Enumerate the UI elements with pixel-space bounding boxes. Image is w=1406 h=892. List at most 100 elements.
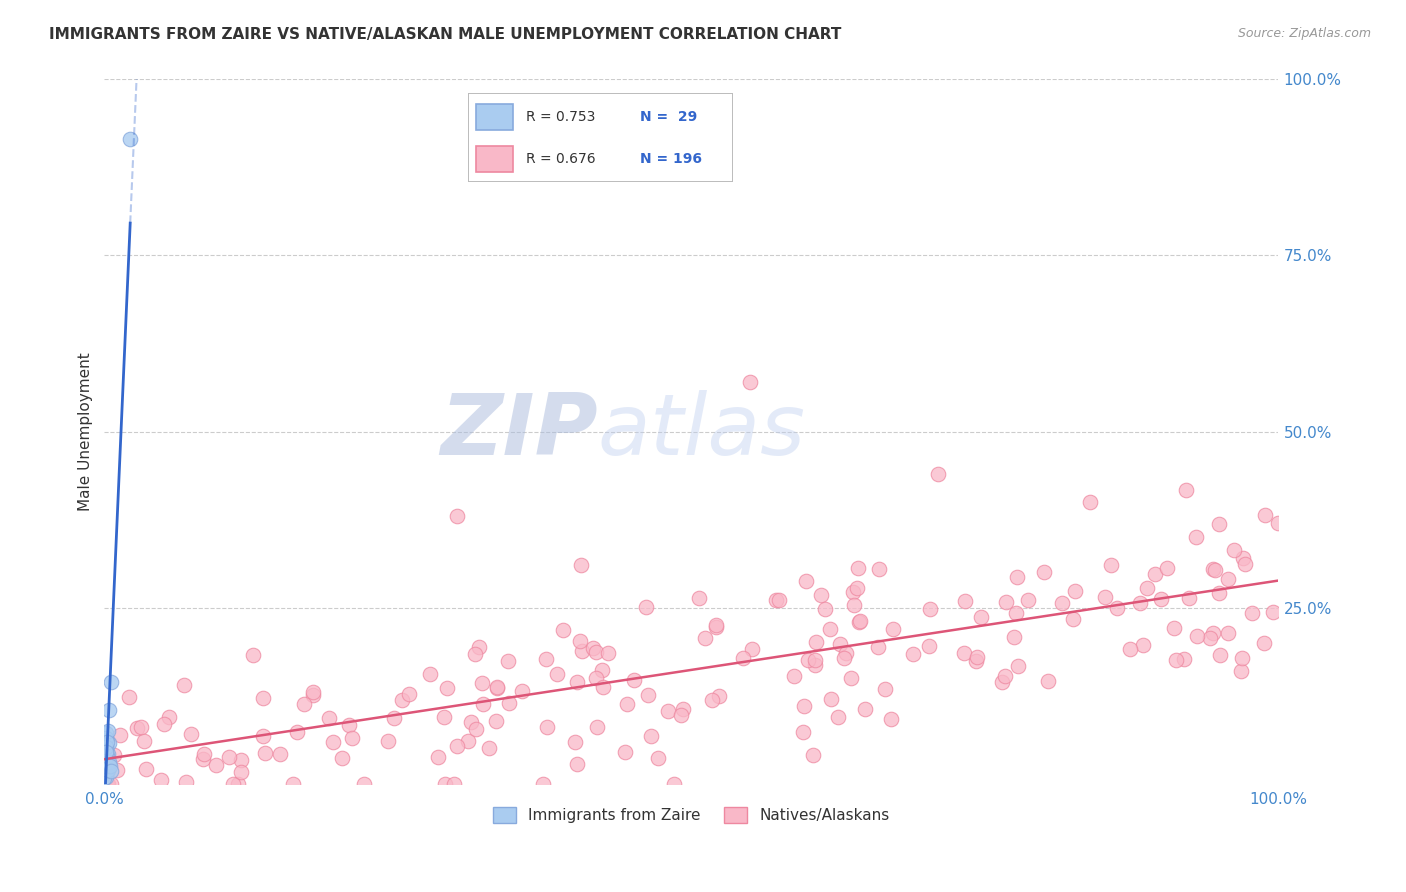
Point [828, 637, 851, 651]
Point [901, 647, 924, 661]
Point [1004, 606, 1026, 620]
Point [398, 687, 420, 701]
Legend: Immigrants from Zaire, Natives/Alaskans: Immigrants from Zaire, Natives/Alaskans [488, 801, 896, 830]
Point [966, 649, 988, 664]
Point [832, 651, 855, 665]
Point [1209, 648, 1232, 662]
Point [433, 710, 456, 724]
Point [498, 696, 520, 710]
Point [94, 739, 117, 753]
Point [551, 624, 574, 638]
Point [1017, 593, 1039, 607]
Point [1094, 590, 1116, 604]
Point [1202, 625, 1225, 640]
Point [153, 716, 176, 731]
Point [377, 734, 399, 748]
Point [534, 651, 557, 665]
Point [827, 710, 849, 724]
Point [1062, 611, 1084, 625]
Point [693, 631, 716, 645]
Point [804, 657, 827, 672]
Point [953, 594, 976, 608]
Point [1185, 629, 1208, 643]
Point [120, 132, 142, 146]
Point [98, 703, 121, 717]
Point [468, 640, 491, 654]
Point [792, 725, 814, 739]
Point [797, 653, 820, 667]
Point [616, 698, 638, 712]
Point [1216, 626, 1239, 640]
Point [672, 702, 695, 716]
Point [96, 759, 118, 773]
Point [953, 646, 976, 660]
Point [849, 614, 872, 628]
Point [465, 722, 488, 736]
Point [322, 735, 344, 749]
Point [880, 712, 903, 726]
Point [731, 651, 754, 665]
Point [1052, 596, 1074, 610]
Point [1163, 621, 1185, 635]
Point [287, 724, 309, 739]
Point [991, 675, 1014, 690]
Point [835, 646, 858, 660]
Point [337, 718, 360, 732]
Point [1156, 560, 1178, 574]
Point [567, 756, 589, 771]
Point [1205, 563, 1227, 577]
Point [1202, 561, 1225, 575]
Point [918, 602, 941, 616]
Point [135, 762, 157, 776]
Point [1241, 606, 1264, 620]
Point [1173, 652, 1195, 666]
Point [1175, 483, 1198, 497]
Point [193, 747, 215, 761]
Point [1150, 591, 1173, 606]
Point [841, 584, 863, 599]
Point [98, 759, 121, 773]
Point [94, 745, 117, 759]
Point [98, 736, 121, 750]
Point [100, 777, 122, 791]
Point [97, 747, 120, 762]
Point [1136, 581, 1159, 595]
Point [132, 733, 155, 747]
Point [1064, 584, 1087, 599]
Point [640, 729, 662, 743]
Text: Source: ZipAtlas.com: Source: ZipAtlas.com [1237, 27, 1371, 40]
Point [157, 710, 180, 724]
Point [1185, 530, 1208, 544]
Point [1007, 570, 1029, 584]
Point [1099, 558, 1122, 572]
Point [129, 720, 152, 734]
Point [108, 728, 131, 742]
Point [464, 647, 486, 661]
Point [741, 641, 763, 656]
Point [970, 610, 993, 624]
Point [765, 593, 787, 607]
Point [218, 750, 240, 764]
Point [634, 600, 657, 615]
Point [647, 751, 669, 765]
Point [804, 635, 827, 649]
Point [229, 753, 252, 767]
Point [149, 772, 172, 787]
Point [1033, 565, 1056, 579]
Point [94, 733, 117, 747]
Point [94, 766, 117, 780]
Point [623, 673, 645, 687]
Point [460, 715, 482, 730]
Point [222, 777, 245, 791]
Point [814, 602, 837, 616]
Point [565, 674, 588, 689]
Point [571, 643, 593, 657]
Point [868, 640, 890, 655]
Point [820, 622, 842, 636]
Point [93, 772, 115, 786]
Point [1223, 543, 1246, 558]
Point [927, 467, 949, 481]
Text: atlas: atlas [598, 390, 806, 473]
Point [173, 678, 195, 692]
Point [768, 593, 790, 607]
